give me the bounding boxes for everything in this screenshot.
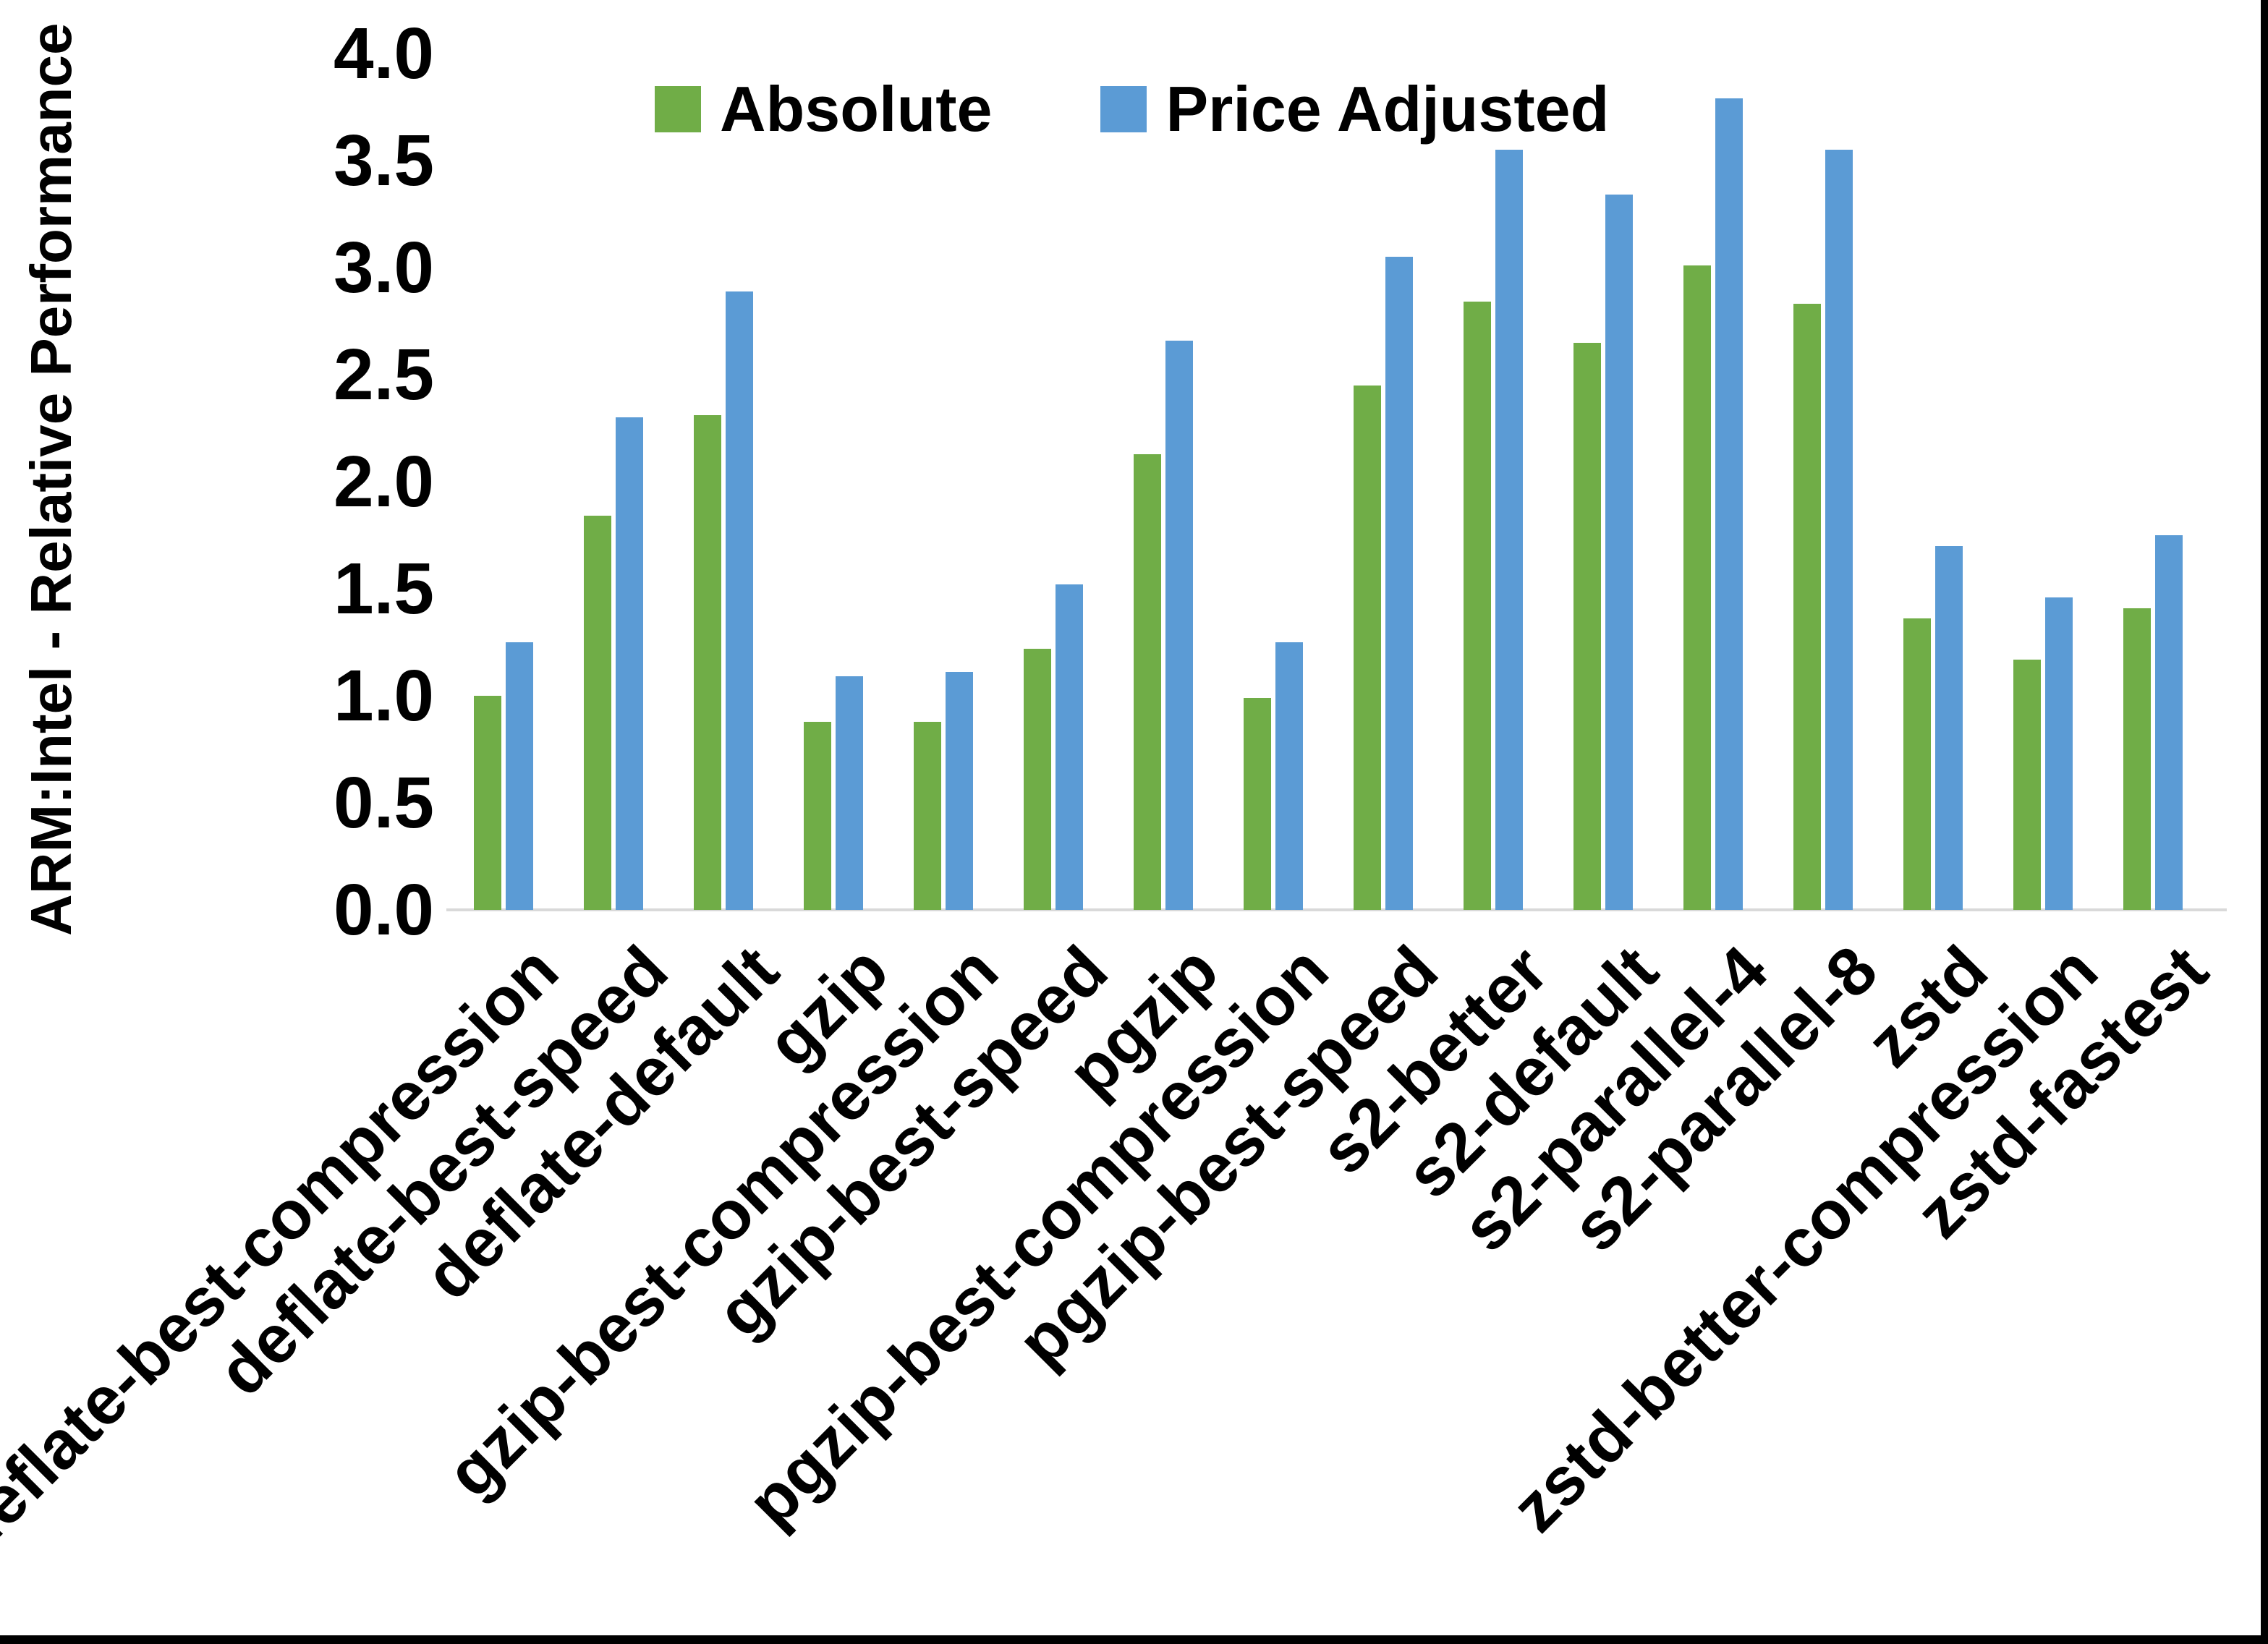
bar-pgzip-price-adjusted — [1165, 341, 1193, 910]
bar-s2-parallel-4-price-adjusted — [1715, 98, 1743, 910]
legend-item-price-adjusted: Price Adjusted — [1100, 72, 1609, 146]
y-tick-label-2.0: 2.0 — [333, 441, 434, 522]
screenshot-bottom-edge — [0, 1635, 2268, 1644]
legend-swatch-absolute — [655, 86, 701, 132]
bar-gzip-best-compression-absolute — [914, 722, 941, 910]
bar-s2-better-price-adjusted — [1495, 150, 1523, 910]
y-tick-label-0.5: 0.5 — [333, 762, 434, 843]
legend-label-absolute: Absolute — [720, 73, 993, 145]
y-tick-label-2.5: 2.5 — [333, 334, 434, 415]
bar-pgzip-best-speed-price-adjusted — [1385, 257, 1413, 910]
bar-gzip-best-speed-price-adjusted — [1056, 584, 1083, 910]
y-tick-label-4.0: 4.0 — [333, 13, 434, 94]
bar-gzip-price-adjusted — [836, 676, 863, 910]
bar-zstd-price-adjusted — [1935, 546, 1963, 910]
bar-gzip-best-compression-price-adjusted — [946, 672, 973, 910]
y-tick-label-1.5: 1.5 — [333, 548, 434, 629]
bar-deflate-best-compression-price-adjusted — [506, 642, 533, 910]
y-axis-title: ARM:Intel - Relative Performance — [19, 22, 83, 936]
legend: Absolute Price Adjusted — [655, 72, 1609, 146]
bar-deflate-default-absolute — [694, 415, 721, 910]
bar-s2-parallel-4-absolute — [1683, 265, 1711, 910]
y-tick-label-1.0: 1.0 — [333, 655, 434, 736]
bar-s2-default-absolute — [1573, 343, 1601, 910]
bar-deflate-best-speed-price-adjusted — [616, 417, 643, 910]
bar-pgzip-best-compression-absolute — [1244, 698, 1271, 910]
bar-deflate-best-speed-absolute — [584, 516, 611, 910]
bar-gzip-absolute — [804, 722, 831, 910]
bar-zstd-fastest-absolute — [2123, 608, 2151, 910]
bar-zstd-better-compression-price-adjusted — [2045, 597, 2073, 910]
y-tick-label-3.0: 3.0 — [333, 227, 434, 308]
bar-pgzip-absolute — [1134, 454, 1161, 910]
screenshot-right-edge — [2261, 0, 2268, 1644]
bar-pgzip-best-compression-price-adjusted — [1275, 642, 1303, 910]
y-tick-label-0.0: 0.0 — [333, 869, 434, 950]
legend-item-absolute: Absolute — [655, 72, 992, 146]
bar-s2-default-price-adjusted — [1605, 195, 1633, 910]
bar-zstd-absolute — [1903, 618, 1931, 910]
y-tick-label-3.5: 3.5 — [333, 120, 434, 201]
bar-zstd-fastest-price-adjusted — [2155, 535, 2183, 910]
bar-s2-parallel-8-absolute — [1793, 304, 1821, 910]
bar-s2-parallel-8-price-adjusted — [1825, 150, 1853, 910]
bar-s2-better-absolute — [1464, 302, 1491, 910]
legend-swatch-price-adjusted — [1100, 86, 1147, 132]
bar-deflate-default-price-adjusted — [726, 291, 753, 910]
bar-gzip-best-speed-absolute — [1024, 649, 1051, 910]
x-axis-line — [446, 908, 2227, 911]
legend-label-price-adjusted: Price Adjusted — [1165, 73, 1610, 145]
bar-pgzip-best-speed-absolute — [1354, 386, 1381, 910]
bar-zstd-better-compression-absolute — [2013, 660, 2041, 910]
bar-deflate-best-compression-absolute — [474, 696, 501, 910]
